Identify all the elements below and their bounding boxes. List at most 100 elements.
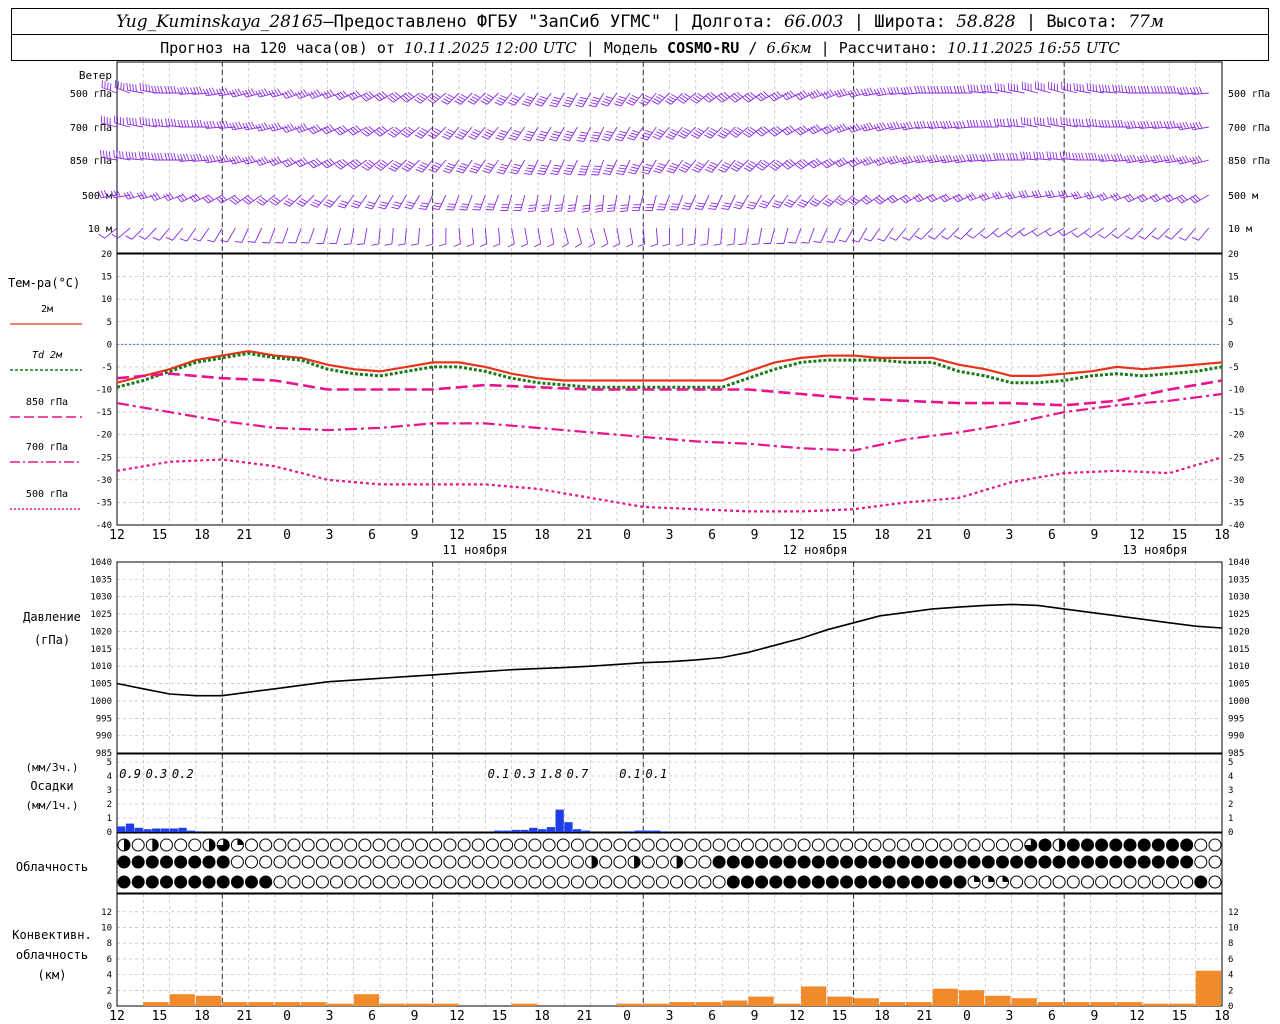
wind-barb-feather (482, 170, 490, 174)
wind-barb-feather (207, 194, 214, 201)
wind-barb-feather (365, 92, 372, 99)
time-tick-label-bottom: 18 (1214, 1009, 1230, 1024)
wind-barb (886, 155, 907, 165)
wind-barb-feather (448, 203, 456, 205)
wind-barb (149, 192, 170, 201)
cloud-circle (556, 838, 570, 852)
wind-barb-staff (800, 159, 815, 170)
wind-barb-feather (913, 121, 918, 129)
wind-barb-feather (1117, 119, 1121, 128)
model-label: Модель (603, 38, 659, 57)
cloud-symbol (1194, 838, 1208, 852)
wind-barb-feather (310, 203, 318, 208)
cloud-panel-frame (116, 832, 1223, 894)
wind-barb-feather (294, 126, 300, 133)
wind-barb-feather (643, 132, 651, 136)
wind-barb-feather (1089, 191, 1095, 198)
wind-barb-feather (374, 165, 382, 171)
wind-barb-staff (131, 227, 144, 240)
wind-barb-feather (268, 159, 274, 166)
wind-barb-feather (1133, 120, 1137, 128)
wind-barb-feather (824, 200, 832, 205)
wind-barb-feather (692, 96, 700, 102)
wind-barb-feather (271, 89, 276, 97)
temp-tick-label-left: -20 (96, 431, 112, 441)
wind-barb-feather (222, 120, 226, 129)
wind-barb (913, 120, 933, 129)
wind-barb-feather (525, 98, 533, 102)
temp-legend-label: 2м (41, 304, 53, 315)
wind-barb (220, 227, 236, 243)
cloud-symbol (797, 855, 811, 869)
conv-tick-label-right: 8 (1228, 939, 1233, 949)
wind-barb-feather (892, 122, 897, 129)
cloud-circle (655, 838, 669, 852)
cloud-circle (1109, 838, 1123, 852)
wind-barb-feather (965, 194, 971, 201)
wind-barb-feather (163, 194, 169, 201)
wind-barb-feather (820, 128, 827, 135)
cloud-symbol (896, 838, 910, 852)
cloud-circle (358, 838, 372, 852)
cloud-circle (1151, 855, 1165, 869)
wind-barb-feather (1176, 123, 1181, 130)
wind-barb-feather (781, 94, 787, 101)
wind-barb-feather (405, 93, 412, 100)
wind-barb-feather (247, 240, 255, 243)
wind-barb-feather (1163, 121, 1168, 129)
wind-barb-feather (578, 171, 587, 173)
wind-barb-feather (696, 205, 704, 208)
wind-barb-staff (498, 227, 501, 244)
wind-barb-feather (684, 202, 692, 205)
cloud-symbol (344, 838, 358, 852)
wind-barb-feather (590, 102, 598, 105)
cloud-symbol (287, 838, 301, 852)
wind-barb-feather (979, 119, 983, 128)
wind-barb-feather (470, 167, 479, 172)
wind-barb (139, 82, 157, 94)
pressure-tick-label-left: 1005 (90, 680, 112, 690)
wind-barb-feather (802, 125, 809, 131)
wind-barb-feather (1127, 121, 1131, 129)
wind-barb (301, 227, 315, 244)
cloud-circle (443, 855, 457, 869)
wind-barb-staff (833, 227, 841, 243)
wind-barb-feather (337, 205, 345, 209)
wind-barb-feather (850, 89, 855, 97)
wind-barb-feather (441, 100, 448, 105)
cloud-circle (1081, 855, 1094, 869)
wind-barb-feather (886, 123, 891, 130)
wind-barb-feather (908, 121, 913, 129)
wind-barb (537, 159, 552, 175)
wind-barb-feather (107, 82, 109, 90)
wind-barb (563, 159, 578, 175)
wind-barb-feather (183, 119, 187, 128)
cloud-circle (599, 875, 613, 889)
wind-barb-feather (117, 81, 119, 89)
wind-barb-feather (468, 135, 476, 140)
time-tick-label-bottom: 12 (109, 1009, 125, 1024)
wind-barb (334, 125, 355, 136)
wind-barb (820, 124, 841, 135)
wind-barb-feather (271, 123, 276, 131)
wind-barb-feather (705, 168, 712, 173)
cloud-symbol (599, 855, 613, 869)
wind-barb-feather (820, 92, 826, 99)
wind-level-label-right: 500 гПа (1228, 89, 1270, 100)
wind-barb-feather (604, 98, 612, 102)
cloud-circle (415, 875, 428, 889)
wind-barb-feather (262, 242, 270, 244)
wind-barb (216, 87, 236, 97)
wind-barb (384, 227, 394, 246)
wind-barb-feather (710, 202, 718, 205)
wind-barb-feather (138, 235, 146, 240)
wind-barb-feather (1189, 157, 1194, 165)
wind-barb-feather (757, 94, 764, 100)
wind-barb-feather (1107, 85, 1111, 93)
cloud-half-fill (124, 839, 130, 851)
precip-sum-label: 0.1 (488, 767, 510, 781)
temp-legend-label: 700 гПа (26, 442, 68, 453)
wind-barb-feather (470, 133, 478, 138)
conv-bar (669, 1002, 695, 1006)
wind-barb-staff (322, 227, 328, 244)
